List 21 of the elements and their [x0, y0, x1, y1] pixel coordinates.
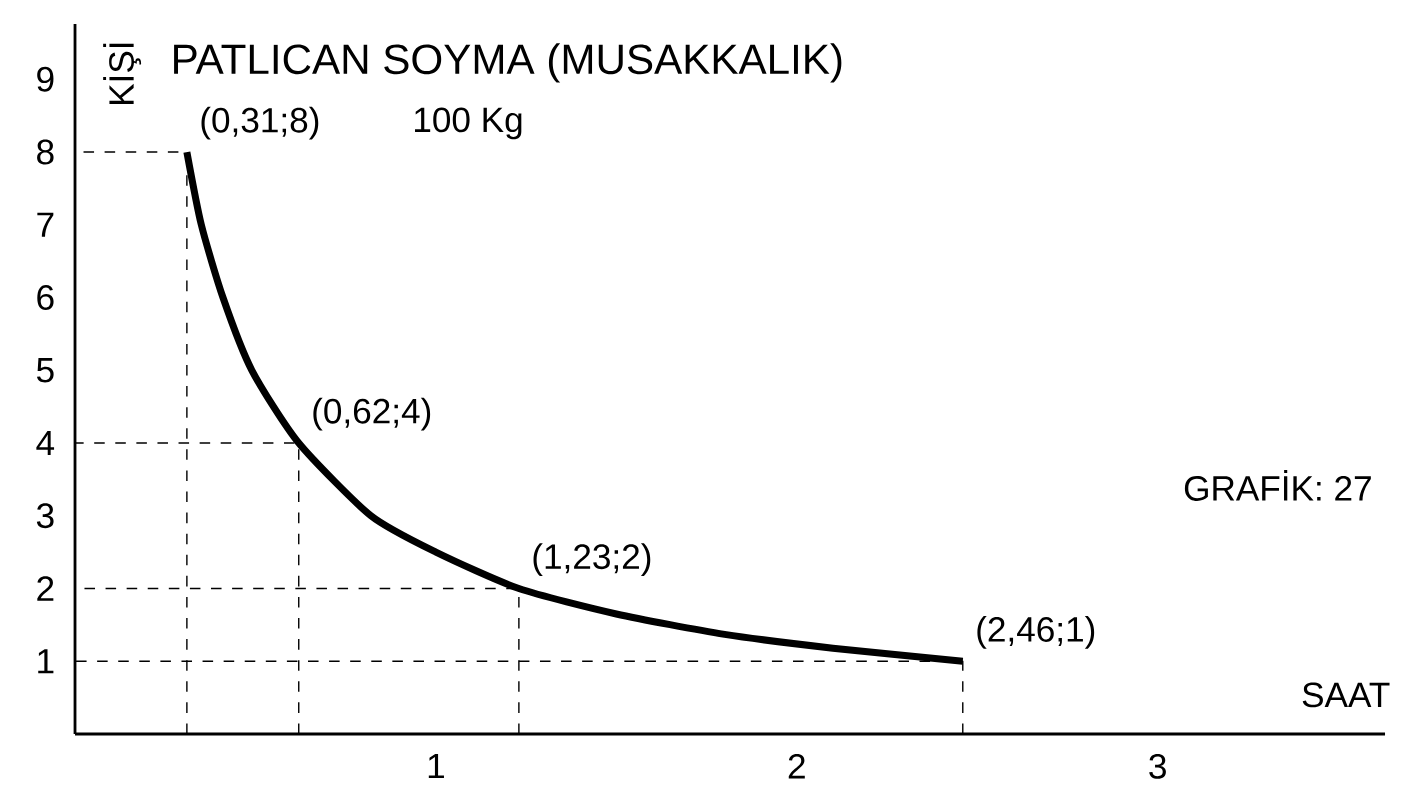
annotation: (0,62;4): [313, 397, 431, 431]
y-tick-label: 7: [37, 212, 54, 237]
chart-title: PATLICAN SOYMA (MUSAKKALIK): [174, 43, 842, 83]
x-tick-label: 1: [428, 753, 444, 779]
text: 100 Kg: [415, 107, 522, 140]
x-axis-title: SAAT: [1302, 682, 1390, 708]
y-axis-title: KİŞİ: [103, 43, 142, 105]
y-tick-label: 3: [36, 503, 54, 529]
annotation: (2,46;1): [977, 616, 1095, 649]
y-tick-label: 9: [37, 66, 54, 92]
annotation: GRAFİK: 27: [1184, 470, 1371, 501]
y-tick-label: 1: [38, 649, 54, 674]
y-tick-label: 2: [37, 576, 54, 601]
annotation: (1,23;2): [533, 543, 651, 577]
x-tick-label: 2: [788, 753, 805, 779]
y-tick-label: 8: [37, 139, 54, 165]
y-tick-label: 5: [36, 357, 54, 383]
y-tick-label: 4: [36, 430, 55, 456]
y-tick-label: 6: [37, 285, 54, 310]
x-tick-label: 3: [1149, 753, 1166, 779]
annotation: (0,31;8): [201, 106, 319, 140]
